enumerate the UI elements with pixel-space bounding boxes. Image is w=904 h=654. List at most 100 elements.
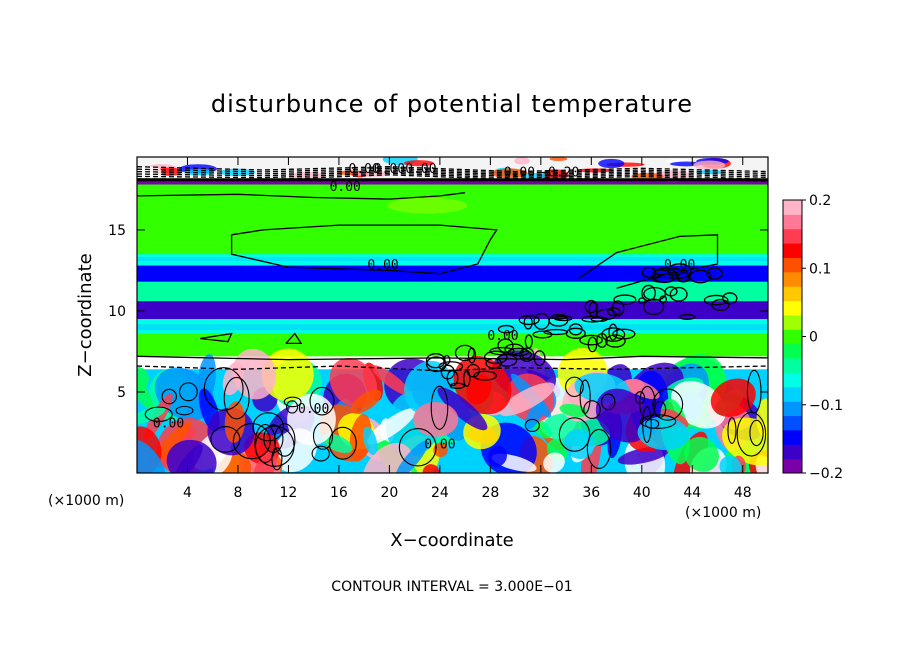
contour-line bbox=[179, 382, 198, 402]
colorbar-swatch bbox=[783, 314, 802, 330]
contour-line bbox=[524, 418, 540, 432]
contour-line bbox=[601, 393, 616, 411]
contour-labels: 0.000.00 0.000.000.00 0.000.000.000.000.00… bbox=[153, 162, 695, 452]
contour-line bbox=[548, 314, 569, 327]
turbulence-blob bbox=[637, 416, 690, 451]
contour-line bbox=[611, 300, 625, 317]
contour-line bbox=[137, 169, 768, 177]
x-unit-right: (×1000 m) bbox=[685, 505, 761, 521]
y-tick-label: 15 bbox=[108, 223, 126, 239]
contour-line bbox=[669, 286, 688, 302]
contour-line bbox=[749, 419, 764, 447]
turbulence-blob bbox=[219, 168, 256, 176]
contour-line bbox=[532, 330, 553, 339]
contour-label: 0.00 bbox=[374, 162, 405, 177]
x-unit-left: (×1000 m) bbox=[48, 493, 124, 509]
contour-line bbox=[543, 328, 569, 336]
contour-label: 0.00 bbox=[367, 258, 398, 273]
turbulence-blob bbox=[598, 158, 625, 169]
turbulence-blob bbox=[693, 160, 726, 170]
turbulence-blob bbox=[710, 378, 756, 417]
contour-line bbox=[286, 400, 299, 414]
contour-line bbox=[283, 396, 302, 408]
turbulence-blob bbox=[559, 403, 588, 418]
turbulence-blob bbox=[617, 446, 670, 465]
contour-line bbox=[638, 297, 646, 305]
y-tick-label: 10 bbox=[108, 304, 126, 320]
contour-line bbox=[312, 422, 334, 450]
contour-line bbox=[583, 400, 601, 419]
turbulence-blob bbox=[367, 408, 417, 445]
colorbar-tick-label: 0 bbox=[809, 330, 818, 346]
contour-line bbox=[533, 350, 546, 367]
turbulence-blob bbox=[413, 402, 459, 437]
turbulence-blob bbox=[137, 366, 153, 410]
turbulence-blob bbox=[487, 446, 507, 467]
contour-interval-note: CONTOUR INTERVAL = 3.000E−01 bbox=[331, 579, 572, 595]
contour-line bbox=[485, 357, 503, 369]
contour-label: 0.00 bbox=[330, 180, 361, 195]
colorbar-swatch bbox=[783, 300, 802, 316]
contour-label: 0.00 bbox=[405, 162, 436, 177]
turbulence-blob bbox=[543, 452, 565, 473]
x-tick-label: 28 bbox=[481, 485, 499, 501]
contour-lines bbox=[137, 166, 768, 471]
turbulence-blob bbox=[549, 157, 568, 162]
contour-line bbox=[263, 424, 284, 454]
colorbar-swatch bbox=[783, 271, 802, 287]
contour-line bbox=[568, 323, 583, 336]
contour-line bbox=[430, 385, 449, 430]
x-tick-label: 48 bbox=[734, 485, 752, 501]
turbulence-blob bbox=[362, 442, 414, 473]
colorbar-tick-label: 0.1 bbox=[809, 261, 831, 277]
colorbar-swatch bbox=[783, 415, 802, 431]
turbulence-blob bbox=[287, 393, 336, 446]
contour-label: 0.00 bbox=[487, 329, 518, 344]
contour-line bbox=[507, 347, 530, 357]
turbulence-blob bbox=[499, 382, 555, 417]
x-axis: 4 8 12 16 20 24 28 32 36 40 44 48 bbox=[183, 157, 752, 501]
contour-line bbox=[639, 385, 656, 420]
contour-line bbox=[137, 167, 768, 175]
turbulence-blob bbox=[371, 365, 411, 396]
colorbar-swatch bbox=[783, 243, 802, 258]
y-tick-label: 5 bbox=[117, 385, 126, 401]
contour-line bbox=[449, 382, 466, 390]
contour-line bbox=[596, 308, 618, 320]
contour-line bbox=[223, 376, 250, 420]
contour-line bbox=[137, 192, 466, 200]
colorbar-swatch bbox=[783, 286, 802, 302]
turbulence-blob bbox=[514, 157, 530, 165]
contour-label: 0.00 bbox=[424, 438, 455, 453]
x-tick-label: 16 bbox=[330, 485, 348, 501]
colorbar-ticks: 0.2 0.1 0 −0.1 −0.2 bbox=[802, 193, 843, 482]
contour-line bbox=[641, 266, 657, 279]
layer-band bbox=[137, 257, 768, 262]
layer-band bbox=[137, 306, 768, 312]
turbulence-blob bbox=[184, 169, 215, 176]
contour-label: 0.00 bbox=[504, 165, 535, 180]
turbulence-blob bbox=[224, 401, 246, 443]
layer-band bbox=[137, 179, 768, 185]
contour-line bbox=[473, 370, 498, 381]
contour-label: 0.00 bbox=[298, 402, 329, 417]
contour-line bbox=[230, 224, 498, 275]
colorbar-swatch bbox=[783, 429, 802, 445]
x-tick-label: 44 bbox=[683, 485, 701, 501]
contour-line bbox=[606, 307, 621, 317]
turbulence-blob bbox=[387, 197, 468, 214]
contour-line bbox=[643, 298, 665, 316]
contour-line bbox=[612, 328, 636, 340]
colorbar-swatch bbox=[783, 257, 802, 273]
colorbar-swatch bbox=[783, 228, 802, 244]
contour-line bbox=[398, 428, 437, 467]
turbulence-blob bbox=[696, 169, 725, 175]
y-axis: 5 10 15 bbox=[108, 223, 768, 401]
contour-line bbox=[137, 172, 768, 181]
contour-line bbox=[519, 347, 535, 362]
turbulence-blob bbox=[403, 160, 434, 167]
colorbar-swatch bbox=[783, 372, 802, 388]
contour-line bbox=[613, 294, 637, 305]
colorbar-swatch bbox=[783, 329, 802, 345]
contour-line bbox=[210, 426, 241, 453]
